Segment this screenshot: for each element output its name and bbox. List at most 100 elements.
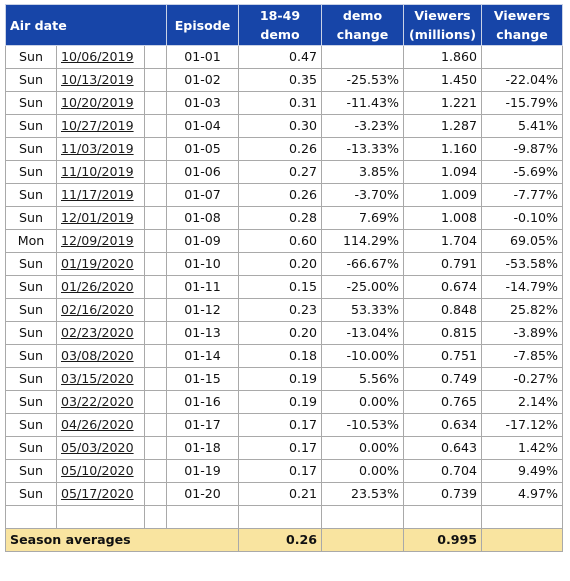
viewers-change-cell: 5.41% — [481, 114, 564, 138]
episode-cell: 01-16 — [166, 390, 240, 414]
day-cell: Sun — [5, 114, 57, 138]
season-averages-demo-change — [321, 528, 405, 552]
demo-cell: 0.28 — [238, 206, 323, 230]
spacer-cell — [143, 344, 168, 368]
demo-cell: 0.17 — [238, 436, 323, 460]
viewers-cell: 1.704 — [403, 229, 483, 253]
demo-cell: 0.19 — [238, 367, 323, 391]
spacer-cell — [143, 436, 168, 460]
air-date-link[interactable]: 05/17/2020 — [56, 482, 145, 506]
demo-cell: 0.18 — [238, 344, 323, 368]
table-row: Sun 05/10/2020 01-19 0.17 0.00% 0.704 9.49% — [5, 459, 564, 483]
table-row: Sun 03/08/2020 01-14 0.18 -10.00% 0.751 -7.85% — [5, 344, 564, 368]
demo-change-cell: 53.33% — [321, 298, 405, 322]
season-averages-row: Season averages 0.26 0.995 — [4, 528, 564, 552]
blank-cell — [143, 505, 168, 529]
day-cell: Sun — [5, 45, 57, 69]
episode-cell: 01-11 — [166, 275, 240, 299]
demo-cell: 0.27 — [238, 160, 323, 184]
air-date-link[interactable]: 02/16/2020 — [56, 298, 145, 322]
air-date-link[interactable]: 12/09/2019 — [56, 229, 145, 253]
blank-cell — [321, 505, 405, 529]
air-date-link[interactable]: 02/23/2020 — [56, 321, 145, 345]
demo-change-cell: 0.00% — [321, 459, 405, 483]
air-date-link[interactable]: 05/10/2020 — [56, 459, 145, 483]
demo-cell: 0.30 — [238, 114, 323, 138]
demo-cell: 0.20 — [238, 252, 323, 276]
viewers-change-cell: -14.79% — [481, 275, 564, 299]
air-date-link[interactable]: 01/26/2020 — [56, 275, 145, 299]
air-date-link[interactable]: 10/13/2019 — [56, 68, 145, 92]
air-date-link[interactable]: 11/03/2019 — [56, 137, 145, 161]
air-date-link[interactable]: 10/27/2019 — [56, 114, 145, 138]
viewers-change-cell: 25.82% — [481, 298, 564, 322]
air-date-link[interactable]: 11/17/2019 — [56, 183, 145, 207]
air-date-link[interactable]: 12/01/2019 — [56, 206, 145, 230]
viewers-cell: 1.008 — [403, 206, 483, 230]
episode-cell: 01-12 — [166, 298, 240, 322]
viewers-change-cell: 1.42% — [481, 436, 564, 460]
blank-row — [5, 505, 564, 529]
blank-cell — [56, 505, 145, 529]
viewers-cell: 0.643 — [403, 436, 483, 460]
spacer-cell — [143, 413, 168, 437]
viewers-change-cell: -53.58% — [481, 252, 564, 276]
air-date-link[interactable]: 04/26/2020 — [56, 413, 145, 437]
episode-cell: 01-06 — [166, 160, 240, 184]
spacer-cell — [143, 321, 168, 345]
day-cell: Sun — [5, 298, 57, 322]
table-row: Sun 05/03/2020 01-18 0.17 0.00% 0.643 1.42% — [5, 436, 564, 460]
air-date-link[interactable]: 01/19/2020 — [56, 252, 145, 276]
day-cell: Sun — [5, 321, 57, 345]
day-cell: Sun — [5, 367, 57, 391]
blank-cell — [403, 505, 483, 529]
air-date-link[interactable]: 03/15/2020 — [56, 367, 145, 391]
viewers-change-cell: -7.77% — [481, 183, 564, 207]
header-episode-label: Episode — [174, 17, 231, 33]
viewers-cell: 0.848 — [403, 298, 483, 322]
header-row: Air date Episode 18-49 demo demo change Vi… — [4, 4, 564, 46]
viewers-cell: 0.749 — [403, 367, 483, 391]
air-date-link[interactable]: 10/20/2019 — [56, 91, 145, 115]
day-cell: Sun — [5, 68, 57, 92]
header-demo-line1: 18-49 — [259, 8, 301, 23]
viewers-change-cell: -7.85% — [481, 344, 564, 368]
episode-cell: 01-05 — [166, 137, 240, 161]
episode-cell: 01-01 — [166, 45, 240, 69]
viewers-cell: 0.815 — [403, 321, 483, 345]
air-date-link[interactable]: 10/06/2019 — [56, 45, 145, 69]
day-cell: Sun — [5, 206, 57, 230]
day-cell: Sun — [5, 344, 57, 368]
demo-cell: 0.26 — [238, 183, 323, 207]
demo-cell: 0.47 — [238, 45, 323, 69]
demo-change-cell: 7.69% — [321, 206, 405, 230]
day-cell: Sun — [5, 160, 57, 184]
spacer-cell — [143, 137, 168, 161]
air-date-link[interactable]: 11/10/2019 — [56, 160, 145, 184]
demo-change-cell: -13.33% — [321, 137, 405, 161]
viewers-cell: 0.791 — [403, 252, 483, 276]
demo-cell: 0.23 — [238, 298, 323, 322]
spacer-cell — [143, 91, 168, 115]
table-row: Sun 03/15/2020 01-15 0.19 5.56% 0.749 -0.27% — [5, 367, 564, 391]
air-date-link[interactable]: 03/08/2020 — [56, 344, 145, 368]
viewers-change-cell: -5.69% — [481, 160, 564, 184]
viewers-change-cell: -17.12% — [481, 413, 564, 437]
ratings-table: Air date Episode 18-49 demo demo change Vi… — [4, 4, 564, 552]
table-row: Sun 11/17/2019 01-07 0.26 -3.70% 1.009 -7.77% — [5, 183, 564, 207]
header-demo-change-line1: demo — [342, 8, 383, 23]
demo-change-cell: -66.67% — [321, 252, 405, 276]
demo-cell: 0.26 — [238, 137, 323, 161]
episode-cell: 01-02 — [166, 68, 240, 92]
air-date-link[interactable]: 03/22/2020 — [56, 390, 145, 414]
air-date-link[interactable]: 05/03/2020 — [56, 436, 145, 460]
table-row: Sun 02/16/2020 01-12 0.23 53.33% 0.848 25.82% — [5, 298, 564, 322]
day-cell: Sun — [5, 91, 57, 115]
header-viewers-change: Viewers change — [481, 4, 564, 46]
day-cell: Sun — [5, 137, 57, 161]
table-row: Sun 10/27/2019 01-04 0.30 -3.23% 1.287 5.41% — [5, 114, 564, 138]
demo-change-cell: -10.00% — [321, 344, 405, 368]
viewers-cell: 1.450 — [403, 68, 483, 92]
day-cell: Sun — [5, 436, 57, 460]
season-averages-viewers: 0.995 — [403, 528, 483, 552]
